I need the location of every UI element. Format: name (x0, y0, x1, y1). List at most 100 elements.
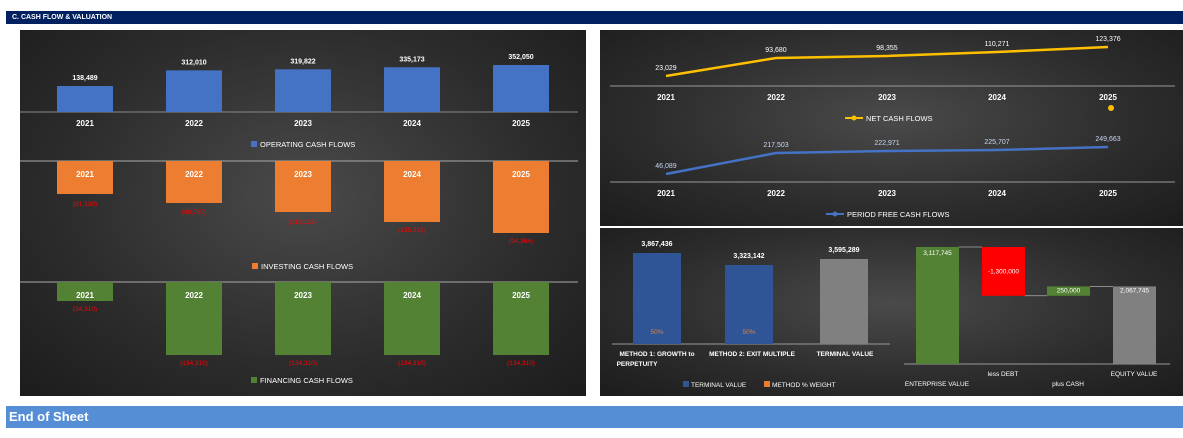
terminal-legend-label: TERMINAL VALUE (691, 382, 747, 389)
financing-tick-label: 2024 (403, 291, 421, 300)
operating-tick-label: 2024 (403, 119, 421, 128)
operating-tick-label: 2021 (76, 119, 94, 128)
fcf-data-label: 225,707 (984, 139, 1009, 146)
operating-bar (275, 69, 331, 112)
net-data-label: 23,029 (655, 65, 677, 72)
end-of-sheet-banner: End of Sheet (6, 406, 1183, 428)
terminal-tick-label: TERMINAL VALUE (817, 351, 874, 358)
line-charts-panel: 23,029 2021 93,680 2022 98,355 2023 110,271 202… (600, 30, 1183, 226)
fcf-tick-label: 2025 (1099, 189, 1117, 198)
financing-bar (384, 282, 440, 355)
bridge-tick-label: plus CASH (1052, 381, 1084, 388)
net-data-label: 93,680 (765, 47, 787, 54)
valuation-panel: 3,867,436 50% 3,323,142 50% 3,595,289 METHOD … (600, 228, 1183, 396)
financing-data-label: (134,310) (180, 360, 208, 367)
weight-label: 50% (650, 329, 663, 336)
operating-legend-label: OPERATING CASH FLOWS (260, 140, 355, 149)
bridge-data-label: 2,067,745 (1120, 287, 1149, 294)
investing-tick-label: 2021 (76, 170, 94, 179)
net-tick-label: 2025 (1099, 93, 1117, 102)
fcf-tick-label: 2024 (988, 189, 1006, 198)
net-tick-label: 2022 (767, 93, 785, 102)
net-series-line (665, 45, 1109, 78)
investing-bar (166, 161, 222, 203)
operating-tick-label: 2023 (294, 119, 312, 128)
fcf-tick-label: 2021 (657, 189, 675, 198)
bridge-bar (982, 247, 1025, 296)
terminal-bar (820, 259, 868, 344)
bridge-bar (1113, 286, 1156, 364)
operating-bar (493, 65, 549, 112)
terminal-data-label: 3,595,289 (828, 247, 859, 254)
cash-flow-charts: 138,489 2021 312,010 2022 319,822 2023 335,173… (20, 54, 578, 385)
operating-legend-swatch (251, 141, 257, 147)
investing-data-label: (113,133) (289, 219, 316, 226)
operating-bar (384, 67, 440, 112)
financing-legend-label: FINANCING CASH FLOWS (260, 376, 353, 385)
operating-bar (57, 86, 113, 112)
investing-data-label: (98,760) (182, 209, 206, 216)
net-legend-label: NET CASH FLOWS (866, 114, 933, 123)
bridge-tick-label: ENTERPRISE VALUE (905, 381, 970, 388)
fcf-data-label: 46,089 (655, 163, 677, 170)
bridge-data-label: -1,300,000 (988, 268, 1019, 275)
terminal-bar (633, 253, 681, 344)
net-data-label: 98,355 (876, 45, 898, 52)
financing-bar (493, 282, 549, 355)
fcf-data-label: 222,971 (874, 140, 899, 147)
terminal-tick-label: METHOD 1: GROWTH to (619, 351, 694, 358)
bridge-data-label: 250,000 (1057, 287, 1081, 294)
fcf-legend-marker (832, 211, 838, 217)
financing-tick-label: 2025 (512, 291, 530, 300)
investing-data-label: (94,364) (509, 238, 533, 245)
financing-tick-label: 2023 (294, 291, 312, 300)
net-tick-label: 2023 (878, 93, 896, 102)
investing-tick-label: 2025 (512, 170, 530, 179)
net-series-marker (1108, 105, 1114, 111)
financing-data-label: (134,310) (507, 360, 535, 367)
operating-bar (166, 70, 222, 112)
financing-data-label: (134,310) (398, 360, 426, 367)
operating-tick-label: 2022 (185, 119, 203, 128)
weight-legend-swatch (764, 381, 770, 387)
financing-tick-label: 2021 (76, 291, 94, 300)
fcf-tick-label: 2023 (878, 189, 896, 198)
investing-tick-label: 2022 (185, 170, 203, 179)
investing-bar (493, 161, 549, 233)
fcf-tick-label: 2022 (767, 189, 785, 198)
financing-bar (57, 282, 113, 301)
fcf-legend-label: PERIOD FREE CASH FLOWS (847, 210, 950, 219)
valuation-charts: 3,867,436 50% 3,323,142 50% 3,595,289 METHOD … (612, 241, 1170, 389)
investing-legend-label: INVESTING CASH FLOWS (261, 262, 353, 271)
financing-data-label: (34,310) (73, 306, 97, 313)
net-tick-label: 2024 (988, 93, 1006, 102)
financing-legend-swatch (251, 377, 257, 383)
financing-tick-label: 2022 (185, 291, 203, 300)
net-legend-marker (851, 115, 857, 121)
terminal-data-label: 3,867,436 (641, 241, 672, 248)
bridge-tick-label: less DEBT (988, 371, 1019, 378)
operating-data-label: 312,010 (181, 59, 206, 66)
operating-data-label: 352,050 (508, 54, 533, 61)
cash-flow-panel: 138,489 2021 312,010 2022 319,822 2023 335,173… (20, 30, 586, 396)
financing-data-label: (134,310) (289, 360, 317, 367)
investing-bar (275, 161, 331, 212)
investing-legend-swatch (252, 263, 258, 269)
terminal-tick-label: PERPETUITY (617, 361, 658, 368)
investing-bar (384, 161, 440, 222)
operating-data-label: 138,489 (72, 75, 97, 82)
bridge-bar (916, 247, 959, 364)
weight-label: 50% (742, 329, 755, 336)
terminal-legend-swatch (683, 381, 689, 387)
financing-bar (166, 282, 222, 355)
line-charts: 23,029 2021 93,680 2022 98,355 2023 110,271 202… (610, 36, 1175, 219)
investing-data-label: (81,130) (73, 201, 97, 208)
operating-tick-label: 2025 (512, 119, 530, 128)
investing-bar (57, 161, 113, 194)
operating-data-label: 335,173 (399, 56, 424, 63)
bridge-data-label: 3,117,745 (923, 250, 952, 257)
fcf-series-line (665, 145, 1109, 176)
section-header: C. CASH FLOW & VALUATION (6, 11, 1183, 24)
net-tick-label: 2021 (657, 93, 675, 102)
operating-data-label: 319,822 (290, 58, 315, 65)
